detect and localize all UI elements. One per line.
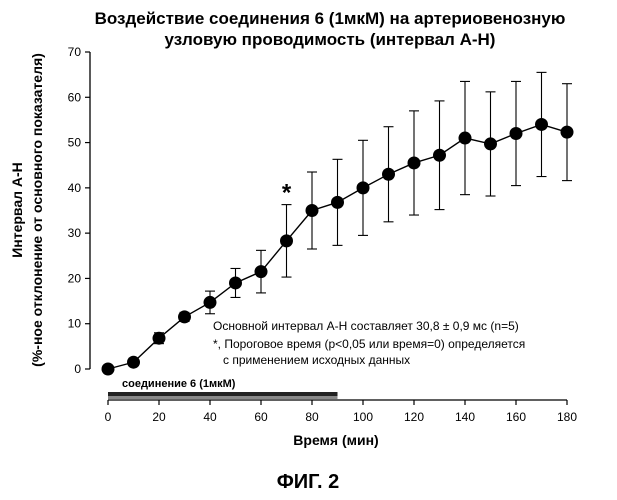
chart-title-line-1: Воздействие соединения 6 (1мкМ) на артер… [95, 9, 566, 28]
data-point [229, 276, 242, 290]
y-tick-label: 20 [68, 271, 82, 285]
y-tick-label: 50 [68, 136, 82, 150]
x-tick-label: 80 [305, 410, 319, 424]
x-tick-label: 40 [203, 410, 217, 424]
y-tick-label: 10 [68, 317, 82, 331]
baseline-annotation: Основной интервал А-Н составляет 30,8 ± … [213, 319, 519, 333]
y-axis-label-line-2: (%-ное отклонение от основного показател… [29, 53, 45, 367]
data-point [331, 195, 344, 209]
x-tick-label: 100 [353, 410, 373, 424]
data-point [382, 167, 395, 181]
x-tick-label: 120 [404, 410, 424, 424]
data-point [152, 331, 166, 345]
chart-title-line-2: узловую проводимость (интервал А-Н) [165, 30, 496, 49]
threshold-annotation-line-1: *, Пороговое время (p<0,05 или время=0) … [213, 337, 525, 351]
data-point [458, 131, 472, 145]
x-axis: 0 20 40 60 80 100 120 140 160 180 [105, 399, 577, 424]
y-tick-label: 60 [68, 90, 82, 104]
data-point [127, 355, 140, 369]
x-tick-label: 160 [506, 410, 526, 424]
data-point [407, 156, 421, 170]
data-point [254, 265, 268, 279]
data-point [178, 310, 191, 324]
y-tick-label: 0 [74, 362, 81, 376]
infusion-bar-shade [108, 396, 338, 399]
data-point [101, 362, 115, 376]
data-point [280, 234, 293, 248]
figure-label: ФИГ. 2 [277, 471, 340, 493]
y-tick-label: 40 [68, 181, 82, 195]
x-tick-label: 140 [455, 410, 475, 424]
data-point [509, 127, 523, 141]
infusion-label: соединение 6 (1мкМ) [122, 378, 236, 390]
x-tick-label: 20 [152, 410, 166, 424]
x-tick-label: 180 [557, 410, 577, 424]
infusion-bar [108, 392, 338, 399]
y-tick-label: 70 [68, 45, 82, 59]
data-point [356, 181, 370, 195]
data-points [101, 117, 574, 376]
y-axis: 0 10 20 30 40 50 60 70 [68, 45, 91, 376]
data-point [305, 204, 319, 217]
data-point [535, 117, 548, 131]
y-tick-label: 30 [68, 226, 82, 240]
data-point [560, 125, 574, 139]
threshold-annotation-line-2: с применением исходных данных [223, 353, 410, 367]
infusion-bar-rect [108, 392, 338, 396]
x-tick-label: 60 [254, 410, 268, 424]
x-tick-label: 0 [105, 410, 112, 424]
y-axis-label-line-1: Интервал А-Н [9, 162, 25, 258]
x-axis-label: Время (мин) [293, 432, 378, 448]
data-point [484, 137, 497, 151]
data-point [433, 148, 446, 162]
data-point [203, 295, 217, 309]
significance-asterisk: * [282, 180, 292, 207]
